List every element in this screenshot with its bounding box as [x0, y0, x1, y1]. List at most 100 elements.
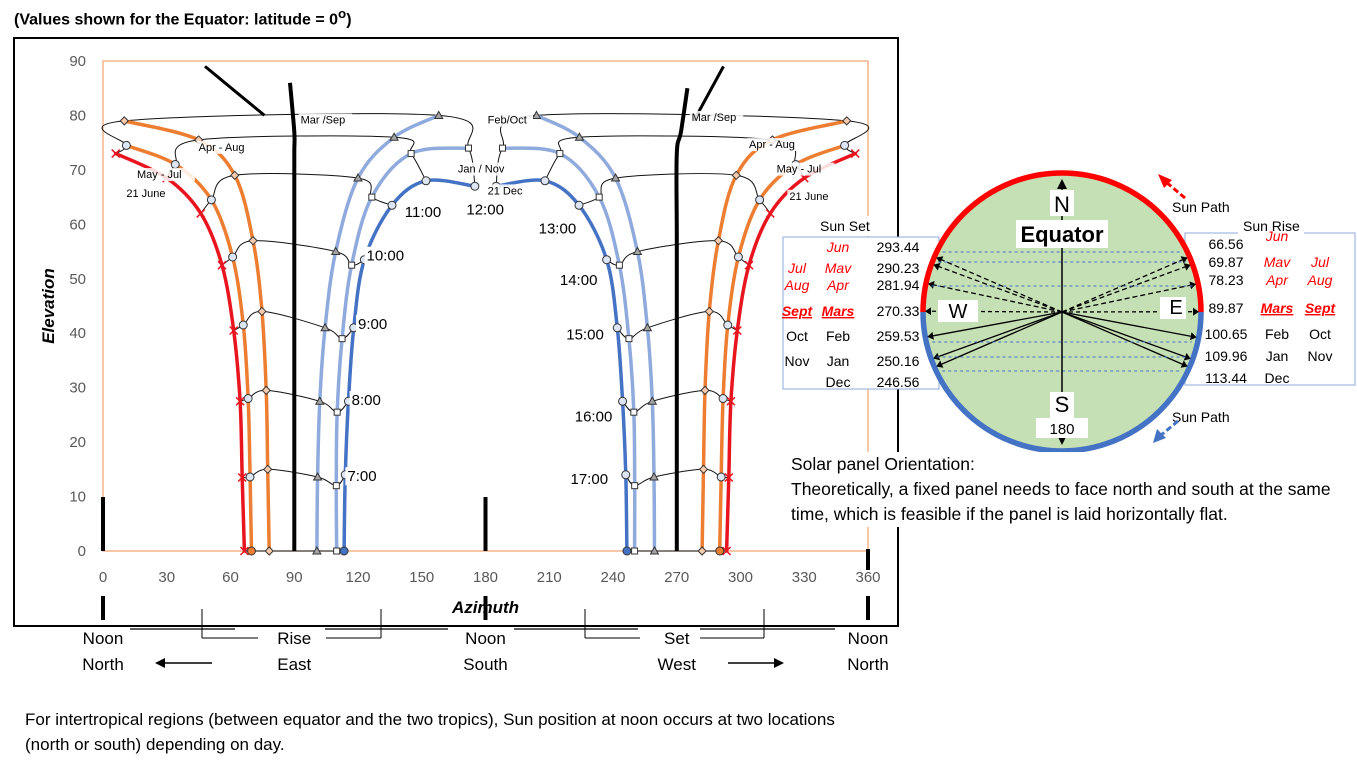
hour-label-bg	[345, 467, 390, 486]
data-point	[330, 246, 341, 256]
data-point	[615, 261, 623, 269]
hour-label: 12:00	[466, 201, 504, 218]
y-tick-label: 80	[69, 107, 86, 124]
x-tick-label: 180	[473, 569, 498, 586]
data-point	[540, 176, 550, 186]
sunrise-azimuth-line	[1061, 266, 1186, 313]
data-point	[733, 252, 743, 262]
sun-path-top-arrow	[1165, 180, 1186, 200]
azimuth-arrowhead	[936, 360, 944, 368]
sunrise-month-2: Sept	[1305, 300, 1337, 316]
sunrise-azimuth-value: 113.44	[1205, 370, 1247, 386]
month-label-bg	[485, 113, 534, 127]
noon-line-east	[288, 82, 297, 551]
data-point	[111, 149, 121, 159]
y-tick-label: 30	[69, 380, 86, 397]
hour-label-bg	[572, 407, 617, 426]
data-point	[625, 335, 633, 343]
solar-panel-note: Solar panel Orientation: Theoretically, …	[791, 452, 1331, 527]
month-label: Apr - Aug	[199, 142, 245, 154]
data-point	[261, 385, 271, 396]
north-arc	[920, 170, 1204, 313]
sunrise-month-1: Feb	[1265, 326, 1289, 342]
sunrise-azimuth-line	[1061, 259, 1183, 313]
x-tick-label: 60	[222, 569, 239, 586]
hour-label: 7:00	[347, 468, 376, 485]
sunrise-azimuth-value: 78.23	[1208, 272, 1243, 288]
data-point	[724, 472, 734, 483]
series-line	[342, 178, 477, 553]
month-label-bg	[689, 110, 744, 124]
data-point	[631, 547, 639, 555]
data-point	[320, 322, 330, 332]
data-point	[433, 110, 444, 119]
x-tick-label: 330	[792, 569, 817, 586]
data-point	[339, 546, 349, 556]
data-point	[262, 464, 273, 475]
azimuth-arrowhead	[925, 307, 932, 316]
data-point	[312, 545, 322, 555]
x-tick-label: 30	[158, 569, 175, 586]
sunrise-azimuth-value: 100.65	[1205, 326, 1248, 342]
azimuth-arrowhead	[1190, 332, 1197, 341]
direction-label-top: Set	[664, 629, 690, 648]
y-tick-label: 40	[69, 325, 86, 342]
month-label: 21 Dec	[488, 185, 523, 197]
sunrise-azimuth-line	[1061, 284, 1191, 313]
sunset-month-2: Dec	[826, 374, 851, 390]
sun-path-top-label: Sun Path	[1172, 199, 1230, 215]
hour-label: 16:00	[575, 408, 613, 425]
hour-label: 13:00	[539, 221, 577, 238]
data-point	[726, 396, 736, 406]
azimuth-arrowhead	[1189, 281, 1197, 290]
sunrise-azimuth-line	[1061, 311, 1183, 365]
hour-label: 8:00	[352, 392, 381, 409]
sunset-month-1: Nov	[785, 353, 810, 369]
sun-rise-bg	[1238, 216, 1304, 234]
sunset-azimuth-value: 259.53	[877, 328, 920, 344]
hour-label-bg	[568, 469, 613, 488]
data-point	[333, 547, 341, 555]
direction-label-top: Noon	[465, 629, 506, 648]
y-tick-label: 50	[69, 271, 86, 288]
data-point	[196, 208, 206, 218]
x-tick-label: 240	[600, 569, 625, 586]
direction-label-bottom: West	[658, 655, 697, 674]
sunrise-month-2: Aug	[1307, 272, 1333, 288]
data-point	[243, 394, 253, 404]
s-value-bg	[1036, 418, 1088, 438]
sunset-month-2: Jan	[827, 353, 850, 369]
data-point	[622, 546, 632, 556]
y-tick-label: 90	[69, 53, 86, 70]
data-point	[465, 144, 472, 152]
sunrise-month-2: Oct	[1309, 326, 1331, 342]
azimuth-arrowhead	[1180, 256, 1188, 264]
direction-label-top: Noon	[848, 629, 889, 648]
sunrise-table-box	[1184, 232, 1356, 386]
data-point	[312, 471, 323, 481]
solar-panel-note-body: Theoretically, a fixed panel needs to fa…	[791, 479, 1331, 524]
sunrise-month-2: Nov	[1308, 348, 1333, 364]
hour-label: 9:00	[358, 316, 387, 333]
month-label-bg	[485, 184, 527, 198]
data-point	[470, 181, 480, 191]
series-line	[122, 119, 271, 553]
sun-path-bottom-arrowhead	[1153, 429, 1166, 443]
direction-label-top: Noon	[83, 629, 124, 648]
sunset-month-1: Aug	[784, 277, 810, 293]
direction-label-bottom: South	[463, 655, 507, 674]
hour-label-bg	[536, 219, 581, 238]
sunset-month-1: Oct	[786, 328, 808, 344]
hour-label-bg	[349, 391, 394, 409]
data-point	[556, 150, 564, 158]
hour-label: 15:00	[566, 327, 604, 344]
data-point	[338, 335, 346, 343]
data-point	[314, 396, 325, 405]
y-tick-label: 20	[69, 434, 86, 451]
arrow-head	[155, 658, 165, 668]
data-point	[755, 195, 765, 205]
data-point	[217, 260, 227, 270]
direction-label-bottom: East	[277, 655, 311, 674]
compass-title: Equator	[1020, 222, 1104, 247]
sunset-azimuth-line	[933, 284, 1063, 313]
